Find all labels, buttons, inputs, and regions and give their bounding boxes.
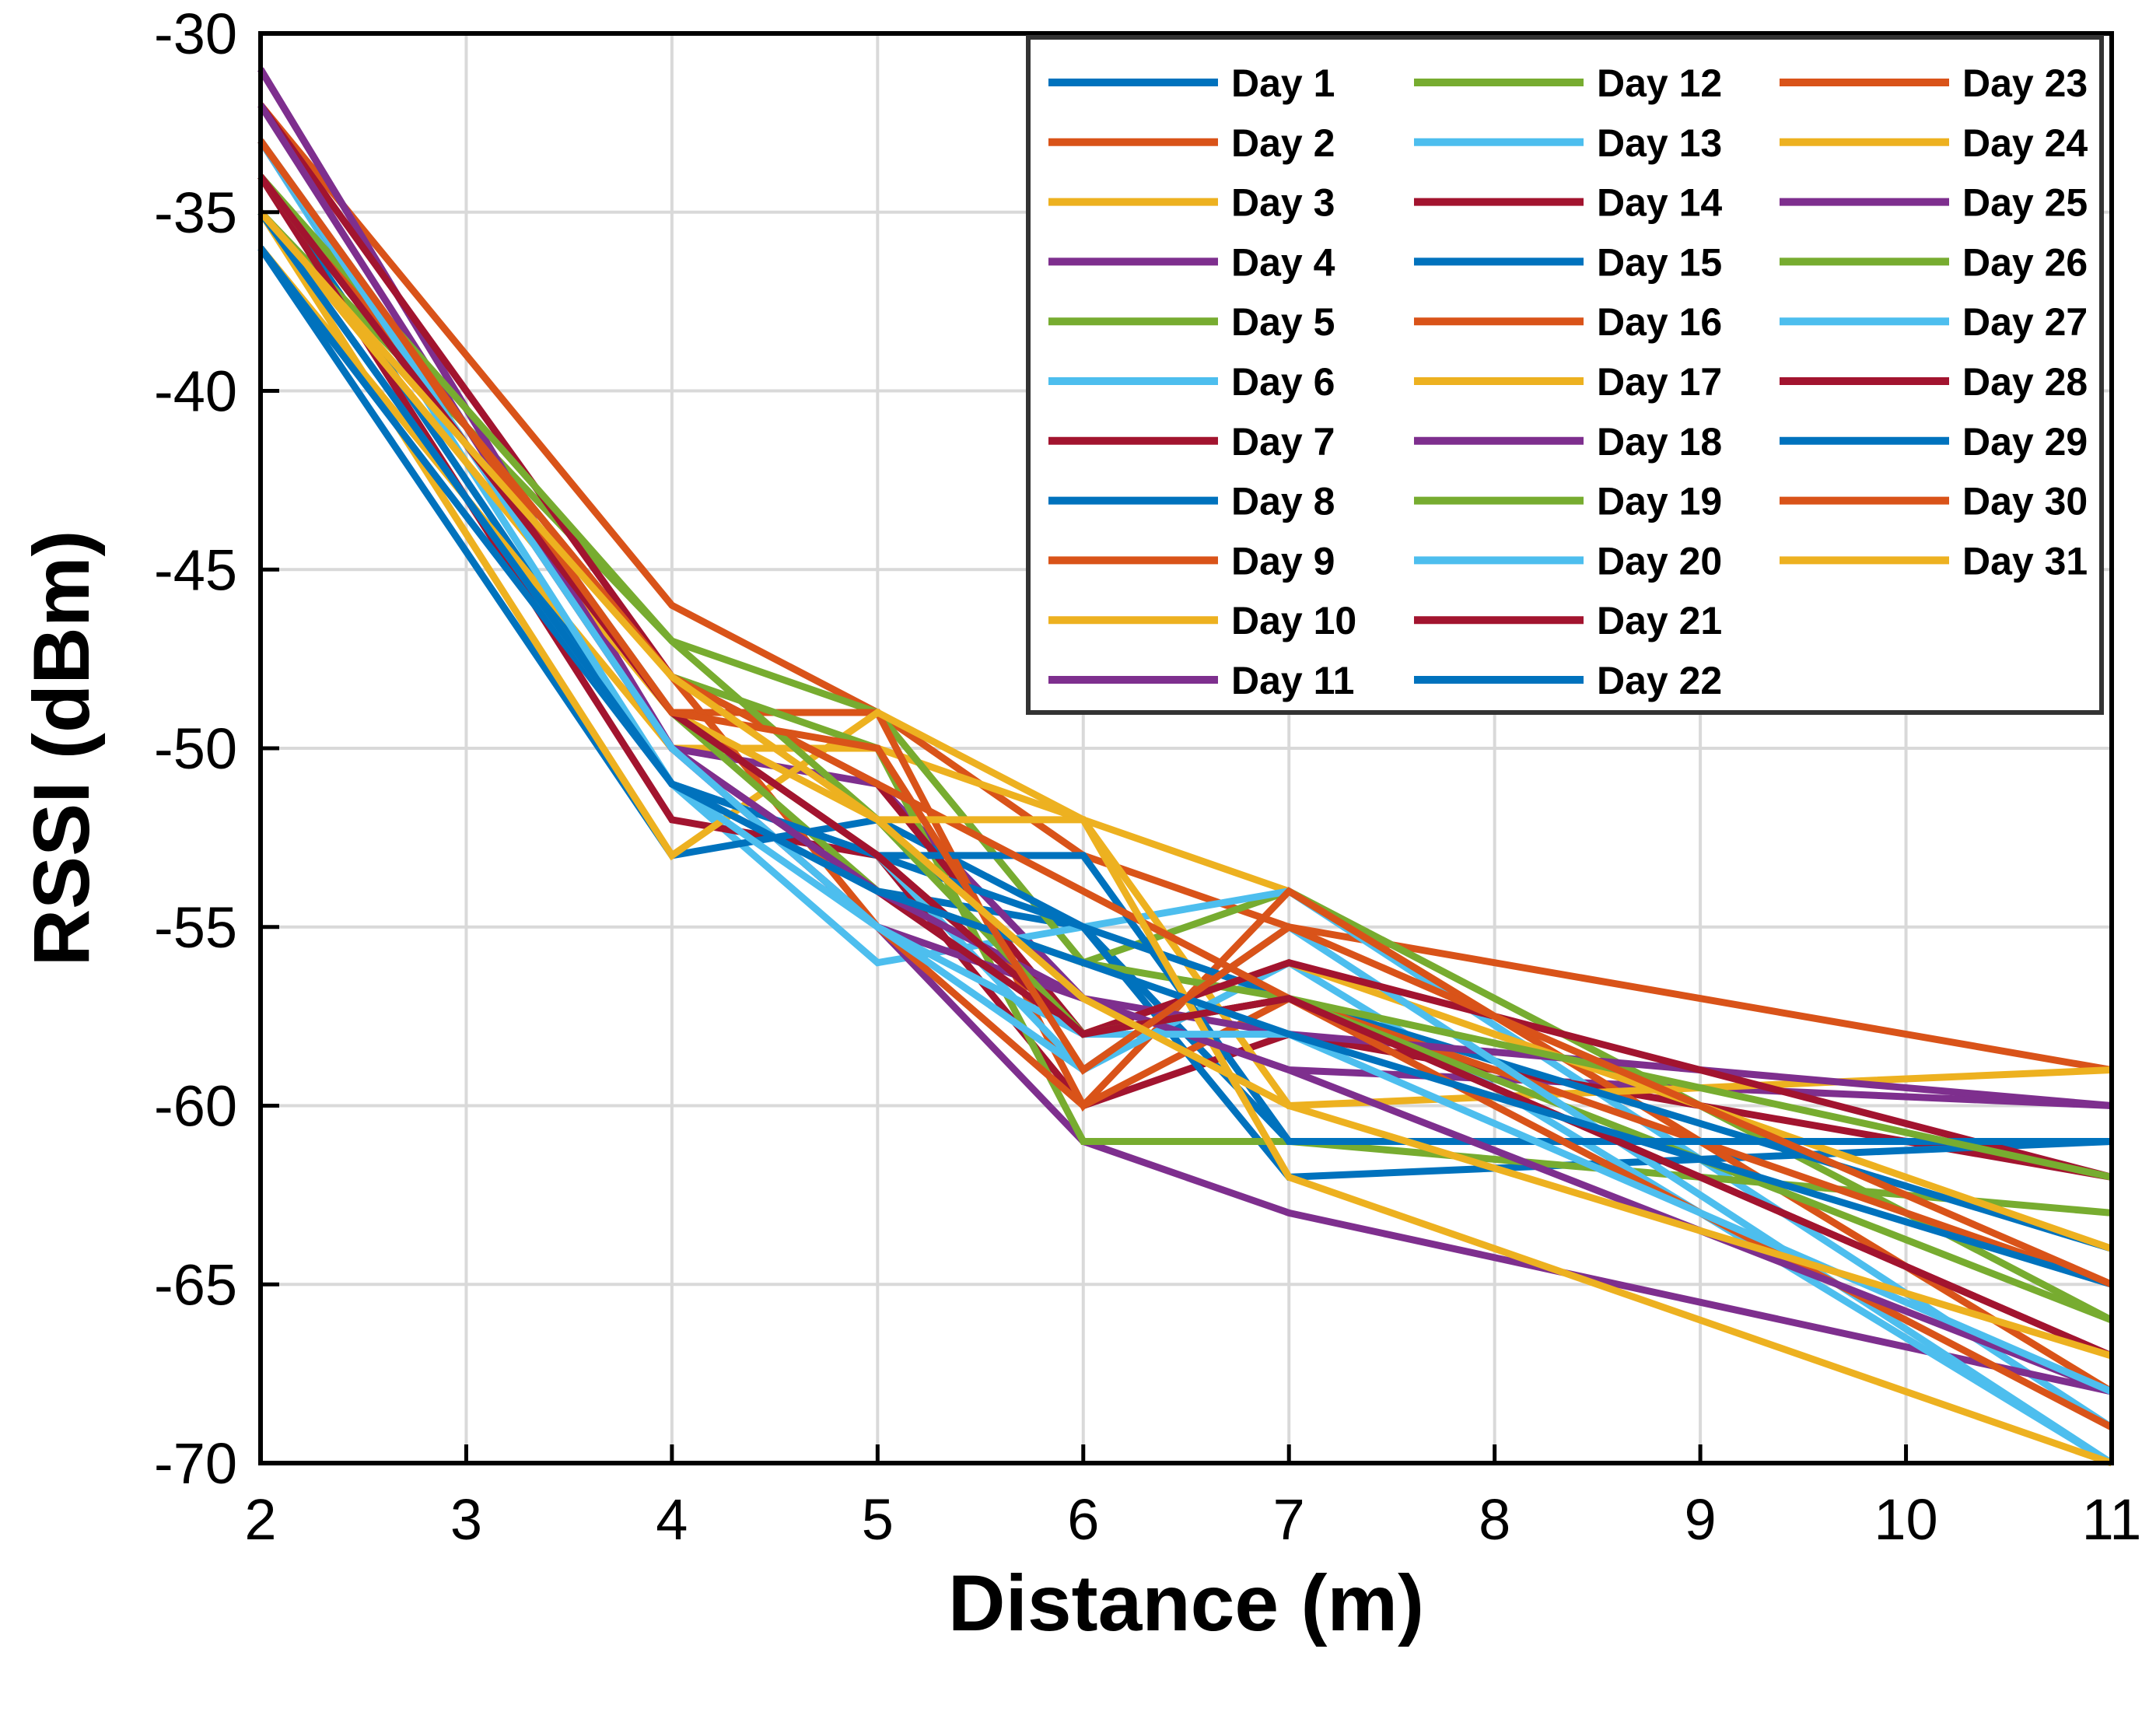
legend-label: Day 22 [1597,659,1722,702]
legend-label: Day 31 [1962,539,2088,583]
legend-label: Day 6 [1231,360,1335,404]
y-tick-labels: -30 -35 -40 -45 -50 -55 -60 -65 -70 [154,2,237,1496]
series-line-day-24 [257,209,2113,1467]
legend: Day 1 Day 2 Day 3 Day 4 Day 5 Day 6 Day 7 Day 8… [1026,35,2104,715]
legend-label: Day 30 [1962,480,2088,523]
x-tick-label: 6 [1067,1487,1099,1552]
legend-label: Day 17 [1597,360,1722,404]
legend-label: Day 23 [1962,61,2088,105]
y-tick-label: -60 [154,1074,237,1139]
y-tick-label: -70 [154,1431,237,1496]
series-line-day-27 [257,138,2113,1395]
y-tick-label: -65 [154,1252,237,1317]
x-tick-label: 3 [450,1487,482,1552]
legend-box [1026,35,2104,715]
legend-label: Day 11 [1231,659,1354,702]
legend-label: Day 2 [1231,121,1335,165]
legend-label: Day 8 [1231,480,1335,523]
legend-label: Day 12 [1597,61,1722,105]
legend-label: Day 19 [1597,480,1722,523]
y-tick-label: -50 [154,716,237,781]
legend-label: Day 20 [1597,539,1722,583]
x-tick-label: 5 [862,1487,894,1552]
legend-label: Day 14 [1597,181,1722,225]
legend-label: Day 25 [1962,181,2088,225]
x-tick-labels: 2 3 4 5 6 7 8 9 10 11 [244,1487,2141,1552]
legend-label: Day 21 [1597,599,1722,642]
legend-label: Day 7 [1231,420,1335,464]
x-tick-label: 4 [656,1487,688,1552]
x-axis-title: Distance (m) [948,1559,1424,1647]
x-tick-label: 2 [244,1487,276,1552]
y-tick-label: -35 [154,180,237,245]
series-lines [257,67,2114,1467]
legend-label: Day 5 [1231,300,1335,344]
legend-label: Day 18 [1597,420,1722,464]
series-line-day-10 [257,210,2112,1110]
y-axis-title: RSSI (dBm) [17,530,106,967]
tick-marks [258,31,2114,1465]
y-tick-label: -30 [154,2,237,66]
x-tick-label: 8 [1479,1487,1510,1552]
legend-label: Day 4 [1231,240,1335,284]
legend-label: Day 27 [1962,300,2088,344]
x-tick-label: 7 [1273,1487,1305,1552]
y-tick-label: -40 [154,359,237,424]
legend-label: Day 24 [1962,121,2088,165]
y-tick-label: -45 [154,537,237,602]
legend-label: Day 9 [1231,539,1335,583]
legend-label: Day 28 [1962,360,2088,404]
legend-label: Day 16 [1597,300,1722,344]
legend-label: Day 29 [1962,420,2088,464]
legend-label: Day 1 [1231,61,1335,105]
legend-label: Day 10 [1231,599,1356,642]
x-tick-label: 10 [1874,1487,1937,1552]
legend-label: Day 13 [1597,121,1722,165]
series-line-day-31 [257,209,2113,1360]
y-tick-label: -55 [154,895,237,960]
series-line-day-29 [257,210,2113,1288]
x-tick-label: 9 [1685,1487,1717,1552]
x-tick-label: 11 [2082,1487,2142,1552]
legend-label: Day 3 [1231,181,1335,225]
legend-label: Day 26 [1962,240,2088,284]
legend-label: Day 15 [1597,240,1722,284]
series-line-day-23 [257,173,2114,1431]
